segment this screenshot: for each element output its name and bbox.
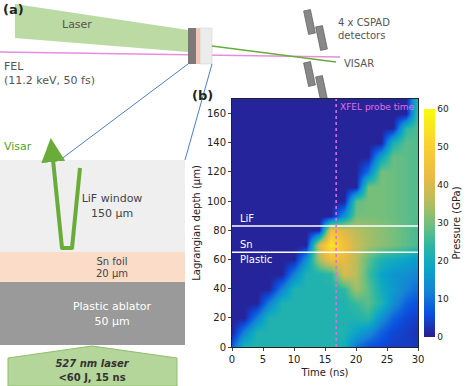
svg-text:Time (ns): Time (ns): [300, 367, 348, 378]
svg-text:Plastic: Plastic: [240, 254, 272, 265]
svg-text:10: 10: [288, 354, 301, 365]
svg-text:20: 20: [437, 256, 449, 266]
svg-text:Sn: Sn: [240, 239, 253, 250]
svg-text:120: 120: [207, 166, 226, 177]
svg-text:30: 30: [412, 354, 425, 365]
svg-text:<60 J, 15 ns: <60 J, 15 ns: [58, 372, 125, 383]
svg-text:FEL: FEL: [4, 60, 24, 73]
svg-text:40: 40: [213, 283, 226, 294]
svg-text:0: 0: [220, 342, 226, 353]
svg-text:detectors: detectors: [338, 30, 385, 41]
svg-text:15: 15: [319, 354, 332, 365]
svg-text:40: 40: [437, 180, 449, 190]
svg-text:0: 0: [229, 354, 235, 365]
svg-text:LiF: LiF: [240, 213, 254, 224]
svg-text:60: 60: [213, 254, 226, 265]
svg-text:50 μm: 50 μm: [94, 315, 129, 328]
svg-text:4 x CSPAD: 4 x CSPAD: [338, 17, 390, 28]
svg-text:50: 50: [437, 142, 449, 152]
svg-text:(11.2 keV, 50 fs): (11.2 keV, 50 fs): [4, 74, 95, 87]
svg-text:20: 20: [213, 312, 226, 323]
svg-text:527 nm laser: 527 nm laser: [55, 358, 129, 369]
svg-text:80: 80: [213, 225, 226, 236]
svg-text:Laser: Laser: [62, 18, 92, 31]
svg-text:150 μm: 150 μm: [91, 207, 133, 220]
svg-text:60: 60: [437, 104, 449, 114]
svg-text:140: 140: [207, 137, 226, 148]
svg-text:20 μm: 20 μm: [96, 268, 128, 279]
svg-text:(a): (a): [3, 2, 24, 17]
svg-text:Lagrangian depth (μm): Lagrangian depth (μm): [191, 165, 202, 281]
svg-text:5: 5: [260, 354, 266, 365]
svg-text:30: 30: [437, 218, 449, 228]
svg-text:Plastic ablator: Plastic ablator: [73, 300, 152, 313]
svg-text:25: 25: [381, 354, 394, 365]
svg-text:Sn foil: Sn foil: [96, 256, 127, 267]
svg-text:100: 100: [207, 196, 226, 207]
svg-text:10: 10: [437, 294, 449, 304]
svg-text:0: 0: [437, 332, 443, 342]
svg-text:VISAR: VISAR: [344, 58, 374, 69]
svg-text:LiF window: LiF window: [82, 192, 143, 205]
svg-text:XFEL probe time: XFEL probe time: [340, 102, 415, 112]
svg-text:Visar: Visar: [4, 140, 32, 153]
svg-text:(b): (b): [192, 88, 213, 103]
svg-text:20: 20: [350, 354, 363, 365]
svg-text:160: 160: [207, 108, 226, 119]
svg-text:Pressure (GPa): Pressure (GPa): [451, 186, 462, 259]
